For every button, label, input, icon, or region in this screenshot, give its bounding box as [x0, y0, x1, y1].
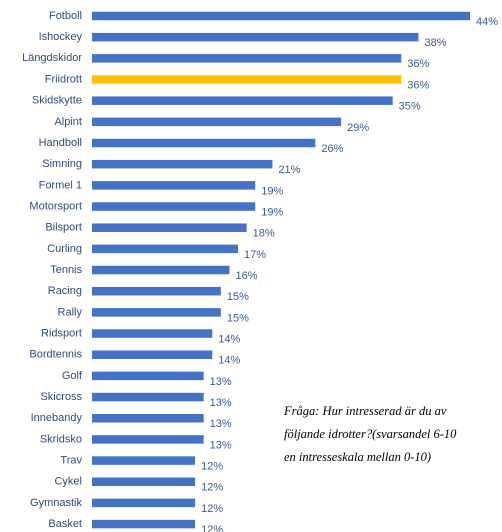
value-label: 12%	[201, 482, 223, 494]
value-label: 44%	[476, 16, 498, 28]
category-label: Bordtennis	[29, 349, 82, 361]
value-label: 12%	[201, 503, 223, 515]
bar	[92, 54, 402, 63]
bar	[92, 96, 393, 105]
category-label: Ridsport	[41, 327, 82, 339]
category-label: Skidskytte	[32, 95, 82, 107]
value-label: 35%	[399, 101, 421, 113]
value-label: 17%	[244, 249, 266, 261]
bar	[92, 223, 247, 232]
value-label: 21%	[278, 164, 300, 176]
bar	[92, 498, 196, 508]
category-label: Curling	[47, 243, 82, 255]
annotation: följande idrotter?(svarsandel 6-10	[284, 427, 457, 441]
bar	[92, 117, 342, 127]
annotation: Fråga: Hur intresserad är du av	[283, 404, 447, 418]
bar	[92, 392, 204, 402]
category-label: Fotboll	[49, 10, 82, 22]
value-label: 14%	[218, 333, 240, 345]
category-label: Bilsport	[45, 222, 82, 234]
value-label: 36%	[407, 58, 429, 70]
value-label: 12%	[201, 460, 223, 472]
category-label: Friidrott	[45, 73, 82, 85]
bar	[92, 286, 221, 296]
category-label: Rally	[58, 306, 83, 318]
bar	[92, 477, 196, 486]
annotation: en intresseskala mellan 0-10)	[284, 450, 431, 464]
bar	[92, 138, 316, 148]
value-label: 13%	[210, 376, 232, 388]
category-label: Motorsport	[29, 200, 82, 212]
bar	[92, 159, 273, 169]
category-label: Basket	[48, 518, 82, 530]
category-label: Tennis	[50, 264, 82, 276]
bar	[92, 456, 196, 465]
bar	[92, 202, 256, 211]
bar	[92, 32, 419, 42]
bar	[92, 75, 402, 84]
value-label: 12%	[201, 524, 223, 532]
bar	[92, 371, 204, 381]
value-label: 15%	[227, 291, 249, 303]
category-label: Trav	[60, 454, 82, 466]
category-label: Längdskidor	[22, 52, 82, 64]
value-label: 16%	[235, 270, 257, 282]
category-label: Skicross	[40, 391, 82, 403]
category-label: Cykel	[54, 476, 82, 488]
value-label: 13%	[210, 418, 232, 430]
value-label: 26%	[321, 143, 343, 155]
bar	[92, 519, 196, 529]
bar	[92, 329, 213, 338]
value-label: 19%	[261, 206, 283, 218]
value-label: 18%	[253, 228, 275, 240]
value-label: 15%	[227, 312, 249, 324]
category-label: Golf	[62, 370, 83, 382]
bar	[92, 350, 213, 359]
value-label: 19%	[261, 185, 283, 197]
bar	[92, 244, 239, 254]
value-label: 29%	[347, 122, 369, 134]
category-label: Skridsko	[40, 433, 82, 445]
category-label: Handboll	[39, 137, 82, 149]
bar	[92, 413, 204, 423]
category-label: Ishockey	[39, 31, 83, 43]
bar	[92, 11, 470, 21]
category-label: Formel 1	[39, 179, 82, 191]
category-label: Simning	[42, 158, 82, 170]
bar	[92, 181, 256, 190]
value-label: 14%	[218, 355, 240, 367]
value-label: 38%	[424, 37, 446, 49]
category-label: Gymnastik	[30, 497, 82, 509]
bar	[92, 308, 221, 317]
bar	[92, 265, 230, 275]
category-label: Innebandy	[31, 412, 83, 424]
category-label: Racing	[48, 285, 82, 297]
value-label: 13%	[210, 397, 232, 409]
category-label: Alpint	[54, 116, 82, 128]
bar	[92, 435, 204, 444]
value-label: 13%	[210, 439, 232, 451]
value-label: 36%	[407, 79, 429, 91]
